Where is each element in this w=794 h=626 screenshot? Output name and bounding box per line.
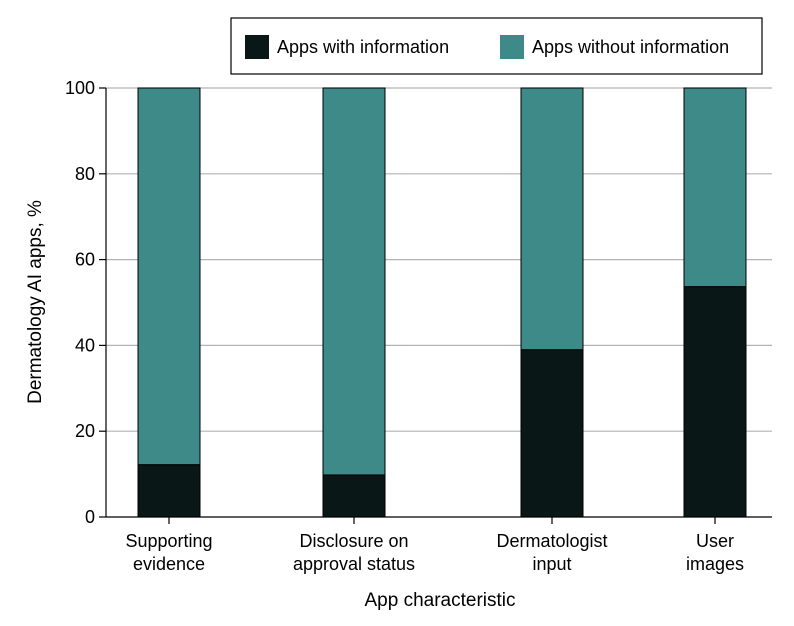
legend-swatch-without-information bbox=[500, 35, 524, 59]
legend: Apps with information Apps without infor… bbox=[230, 17, 763, 75]
y-axis-title: Dermatology AI apps, % bbox=[25, 200, 46, 404]
legend-box bbox=[230, 17, 763, 75]
y-tick-label-80: 80 bbox=[75, 164, 95, 184]
bars bbox=[137, 87, 747, 518]
bar-with-information-1 bbox=[322, 474, 386, 518]
bar-with-information-0 bbox=[137, 464, 201, 518]
x-axis-title: App characteristic bbox=[364, 590, 515, 611]
x-tick-label-0: Supporting evidence bbox=[125, 531, 212, 574]
x-tick-label-1: Disclosure on approval status bbox=[293, 531, 415, 574]
y-tick-label-60: 60 bbox=[75, 250, 95, 270]
bar-without-information-3 bbox=[683, 87, 747, 288]
y-tick-label-100: 100 bbox=[65, 78, 95, 98]
y-tick-label-40: 40 bbox=[75, 335, 95, 355]
y-tick-label-20: 20 bbox=[75, 421, 95, 441]
legend-label-with-information: Apps with information bbox=[277, 37, 449, 57]
bar-without-information-1 bbox=[322, 87, 386, 476]
gridlines bbox=[106, 87, 772, 432]
y-tick-label-0: 0 bbox=[85, 507, 95, 527]
x-axis-ticks: Supporting evidence Disclosure on approval … bbox=[125, 517, 744, 574]
x-tick-label-2: Dermatologist input bbox=[496, 531, 607, 574]
bar-without-information-2 bbox=[520, 87, 584, 351]
legend-swatch-with-information bbox=[245, 35, 269, 59]
bar-with-information-2 bbox=[520, 349, 584, 518]
bar-without-information-0 bbox=[137, 87, 201, 466]
y-axis-ticks: 0 20 40 60 80 100 bbox=[65, 78, 106, 527]
legend-label-without-information: Apps without information bbox=[532, 37, 729, 57]
x-tick-label-3: User images bbox=[686, 531, 744, 574]
bar-with-information-3 bbox=[683, 286, 747, 518]
